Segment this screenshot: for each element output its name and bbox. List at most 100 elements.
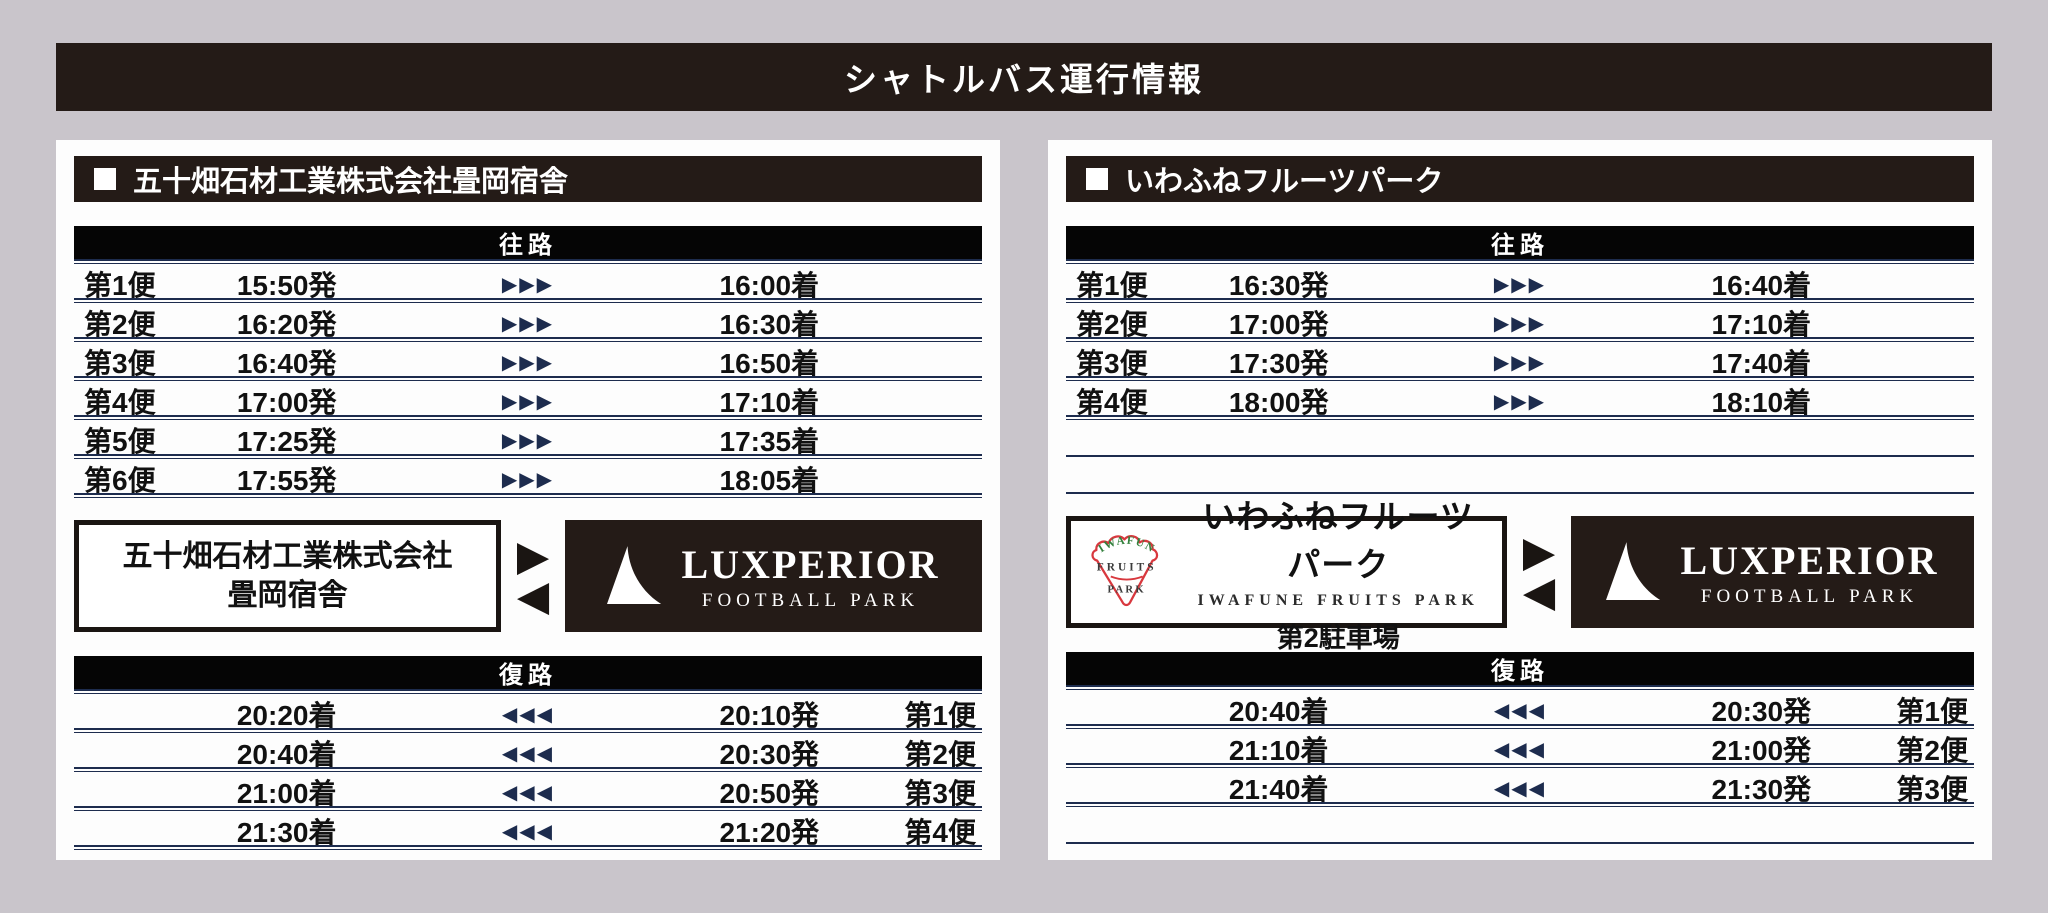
transfer-arrows: ▶ ◀ xyxy=(1517,516,1561,628)
arrow-right-icon: ▶ xyxy=(516,532,550,580)
timetable-row: 第2便 16:20発 ▶▶▶ 16:30着 xyxy=(74,303,982,340)
outbound-timetable: 第1便 16:30発 ▶▶▶ 16:40着 第2便 17:00発 ▶▶▶ 17:10着 第3便 1… xyxy=(1066,259,1974,494)
luxperior-sail-icon xyxy=(1606,542,1661,600)
arrival-time-cell: 21:30着 xyxy=(236,817,337,848)
departure-time-cell: 20:30発 xyxy=(719,739,820,770)
backward-arrows-icon: ◀◀◀ xyxy=(501,742,555,765)
luxperior-logo: LUXPERIOR FOOTBALL PARK xyxy=(1680,537,1938,608)
backward-arrows-icon: ◀◀◀ xyxy=(1493,738,1547,761)
departure-time-cell: 21:00発 xyxy=(1711,735,1812,766)
arrow-left-icon: ◀ xyxy=(516,572,550,619)
arrival-time-cell: 17:40着 xyxy=(1711,348,1812,379)
timetable-row: 21:30着 ◀◀◀ 21:20発 第4便 xyxy=(74,811,982,848)
forward-arrows-icon: ▶▶▶ xyxy=(1493,312,1547,335)
departure-time-cell: 21:20発 xyxy=(719,817,820,848)
origin-parking-note: 第2駐車場 xyxy=(1276,622,1400,653)
service-no-cell: 第2便 xyxy=(904,739,976,770)
panel-iwafune-title: いわふねフルーツパーク xyxy=(1125,166,1444,198)
departure-time-cell: 17:00発 xyxy=(236,387,337,418)
timetable-row: 20:40着 ◀◀◀ 20:30発 第2便 xyxy=(74,733,982,770)
row-separator xyxy=(74,806,982,811)
luxperior-subtitle: FOOTBALL PARK xyxy=(701,589,920,611)
page-title: シャトルバス運行情報 xyxy=(56,43,1992,111)
row-separator xyxy=(1066,337,1974,342)
row-separator xyxy=(1066,298,1974,303)
return-section-bar: 復路 xyxy=(74,656,982,689)
backward-arrows-icon: ◀◀◀ xyxy=(1493,777,1547,800)
departure-time-cell: 16:40発 xyxy=(236,348,337,379)
service-no-cell: 第3便 xyxy=(1896,774,1968,805)
timetable-row: 第1便 16:30発 ▶▶▶ 16:40着 xyxy=(1066,264,1974,301)
row-separator xyxy=(1066,802,1974,807)
departure-time-cell: 20:30発 xyxy=(1711,696,1812,727)
service-no-cell: 第4便 xyxy=(904,817,976,848)
arrival-time-cell: 17:35着 xyxy=(719,426,820,457)
transfer-arrows: ▶ ◀ xyxy=(511,520,555,632)
luxperior-sail-icon xyxy=(607,546,662,604)
timetable-row: 第6便 17:55発 ▶▶▶ 18:05着 xyxy=(74,459,982,496)
arrival-time-cell: 16:40着 xyxy=(1711,270,1812,301)
forward-arrows-icon: ▶▶▶ xyxy=(501,312,555,335)
row-separator xyxy=(1066,724,1974,729)
luxperior-name: LUXPERIOR xyxy=(1680,537,1939,583)
luxperior-logo: LUXPERIOR FOOTBALL PARK xyxy=(681,541,939,612)
service-no-cell: 第3便 xyxy=(1076,348,1148,379)
route-diagram: IWAFUNE FRUITS PARK いわふねフルーツパーク IWAFUNE … xyxy=(1066,498,1974,653)
service-no-cell: 第1便 xyxy=(1896,696,1968,727)
arrow-left-icon: ◀ xyxy=(1522,568,1556,615)
luxperior-subtitle: FOOTBALL PARK xyxy=(1700,585,1919,607)
route-diagram: 五十畑石材工業株式会社 畳岡宿舎 ▶ ◀ LUXPERIOR FOOTBALL … xyxy=(74,520,982,632)
departure-time-cell: 16:20発 xyxy=(236,309,337,340)
timetable-row: 第3便 17:30発 ▶▶▶ 17:40着 xyxy=(1066,342,1974,379)
square-bullet-icon xyxy=(94,168,116,190)
row-separator xyxy=(1066,259,1974,264)
departure-time-cell: 20:10発 xyxy=(719,700,820,731)
row-separator xyxy=(1066,763,1974,768)
forward-arrows-icon: ▶▶▶ xyxy=(1493,351,1547,374)
origin-box: IWAFUNE FRUITS PARK いわふねフルーツパーク IWAFUNE … xyxy=(1066,498,1507,653)
origin-subtitle: IWAFUNE FRUITS PARK xyxy=(1197,591,1479,609)
service-no-cell: 第1便 xyxy=(84,270,156,301)
arrival-time-cell: 20:20着 xyxy=(236,700,337,731)
timetable-row: 第4便 17:00発 ▶▶▶ 17:10着 xyxy=(74,381,982,418)
panel-iwafune: いわふねフルーツパーク 往路 第1便 16:30発 ▶▶▶ 16:40着 第2便 17:0… xyxy=(1048,140,1992,860)
departure-time-cell: 17:25発 xyxy=(236,426,337,457)
outbound-section-bar: 往路 xyxy=(1066,226,1974,259)
forward-arrows-icon: ▶▶▶ xyxy=(501,468,555,491)
arrival-time-cell: 20:40着 xyxy=(1228,696,1329,727)
row-separator xyxy=(74,767,982,772)
empty-row xyxy=(1066,420,1974,457)
departure-time-cell: 21:30発 xyxy=(1711,774,1812,805)
departure-time-cell: 17:00発 xyxy=(1228,309,1329,340)
timetable-row: 第5便 17:25発 ▶▶▶ 17:35着 xyxy=(74,420,982,457)
destination-box: LUXPERIOR FOOTBALL PARK xyxy=(1571,516,1974,628)
arrival-time-cell: 21:40着 xyxy=(1228,774,1329,805)
arrival-time-cell: 21:00着 xyxy=(236,778,337,809)
row-separator xyxy=(74,259,982,264)
service-no-cell: 第4便 xyxy=(1076,387,1148,418)
return-timetable: 20:40着 ◀◀◀ 20:30発 第1便 21:10着 ◀◀◀ 21:00発 第2便 21:4… xyxy=(1066,685,1974,844)
timetable-row: 21:10着 ◀◀◀ 21:00発 第2便 xyxy=(1066,729,1974,766)
arrival-time-cell: 18:10着 xyxy=(1711,387,1812,418)
iwafune-fruits-park-logo-icon: IWAFUNE FRUITS PARK xyxy=(1085,521,1159,607)
empty-row xyxy=(1066,457,1974,494)
panel-isohata-title: 五十畑石材工業株式会社畳岡宿舎 xyxy=(133,166,569,198)
destination-box: LUXPERIOR FOOTBALL PARK xyxy=(565,520,982,632)
row-separator xyxy=(74,493,982,498)
row-separator xyxy=(74,415,982,420)
panel-isohata: 五十畑石材工業株式会社畳岡宿舎 往路 第1便 15:50発 ▶▶▶ 16:00着第2便… xyxy=(56,140,1000,860)
timetable-row: 第4便 18:00発 ▶▶▶ 18:10着 xyxy=(1066,381,1974,418)
outbound-section-bar: 往路 xyxy=(74,226,982,259)
arrow-right-icon: ▶ xyxy=(1522,528,1556,576)
service-no-cell: 第6便 xyxy=(84,465,156,496)
panel-iwafune-header: いわふねフルーツパーク xyxy=(1066,156,1974,202)
origin-title: いわふねフルーツパーク xyxy=(1202,497,1474,583)
departure-time-cell: 17:55発 xyxy=(236,465,337,496)
backward-arrows-icon: ◀◀◀ xyxy=(1493,699,1547,722)
row-separator xyxy=(1066,415,1974,420)
forward-arrows-icon: ▶▶▶ xyxy=(1493,390,1547,413)
departure-time-cell: 20:50発 xyxy=(719,778,820,809)
backward-arrows-icon: ◀◀◀ xyxy=(501,820,555,843)
panel-isohata-header: 五十畑石材工業株式会社畳岡宿舎 xyxy=(74,156,982,202)
timetable-row: 第1便 15:50発 ▶▶▶ 16:00着 xyxy=(74,264,982,301)
